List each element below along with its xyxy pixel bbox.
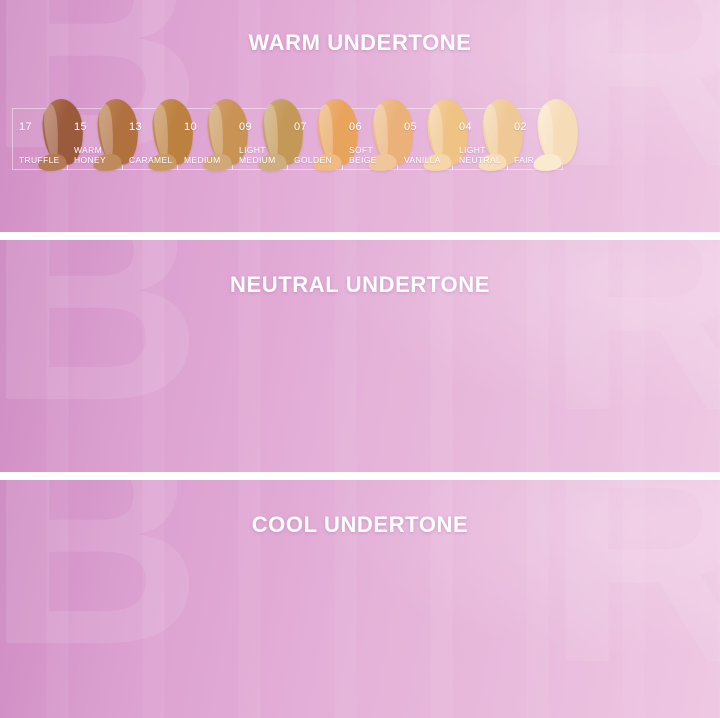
smear-highlight (42, 103, 61, 161)
panel-warm-undertone: B R WARM UNDERTONE 17 TRUFFLE 15 WARM HONEY… (0, 0, 720, 232)
watermark-letter-left: B (0, 240, 203, 463)
panel-divider-2 (0, 472, 720, 480)
swatch-strip-warm: 17 TRUFFLE 15 WARM HONEY 13 CARAMEL 10 MEDIUM 09… (12, 97, 581, 172)
shade-smear (533, 97, 581, 172)
shade-name: MEDIUM (184, 154, 221, 165)
shade-number: 07 (294, 121, 308, 133)
panel-title-neutral: NEUTRAL UNDERTONE (230, 272, 490, 297)
shade-number: 10 (184, 121, 198, 133)
panel-cool-undertone: B R COOL UNDERTONE 23ESPRESSO21RICH20DEE… (0, 480, 720, 718)
panel-divider-1 (0, 232, 720, 240)
watermark-letter-left: B (0, 480, 203, 707)
smear-highlight (207, 103, 226, 161)
watermark-letter-right: R (545, 480, 720, 718)
shade-name: CARAMEL (129, 154, 173, 165)
smear-highlight (152, 103, 171, 161)
shade-number: 05 (404, 121, 418, 133)
shade-name: LIGHT MEDIUM (239, 145, 276, 165)
shade-number: 06 (349, 121, 363, 133)
shade-number: 17 (19, 121, 33, 133)
watermark-letter-right: R (545, 240, 720, 472)
panel-neutral-undertone: B R NEUTRAL UNDERTONE 24JAVA22MOCHA18NUT… (0, 240, 720, 472)
shade-name: WARM HONEY (74, 145, 106, 165)
shade-name: VANILLA (404, 154, 441, 165)
shade-swatch[interactable]: 17 TRUFFLE (12, 97, 86, 172)
shade-swatch[interactable]: 05 VANILLA (397, 97, 471, 172)
panel-title-cool: COOL UNDERTONE (251, 512, 469, 537)
smear-highlight (427, 103, 446, 161)
shade-number: 13 (129, 121, 143, 133)
panel-title-warm: WARM UNDERTONE (248, 30, 472, 55)
shade-name: GOLDEN (294, 154, 332, 165)
shade-number: 02 (514, 121, 528, 133)
shade-number: 15 (74, 121, 88, 133)
shade-number: 04 (459, 121, 473, 133)
smear-highlight (537, 103, 556, 161)
shade-name: TRUFFLE (19, 154, 60, 165)
shade-name: FAIR (514, 154, 535, 165)
smear-highlight (317, 103, 336, 161)
smear-tail (533, 153, 562, 172)
shade-name: LIGHT NEUTRAL (459, 145, 502, 165)
shade-name: SOFT BEIGE (349, 145, 377, 165)
shade-number: 09 (239, 121, 253, 133)
